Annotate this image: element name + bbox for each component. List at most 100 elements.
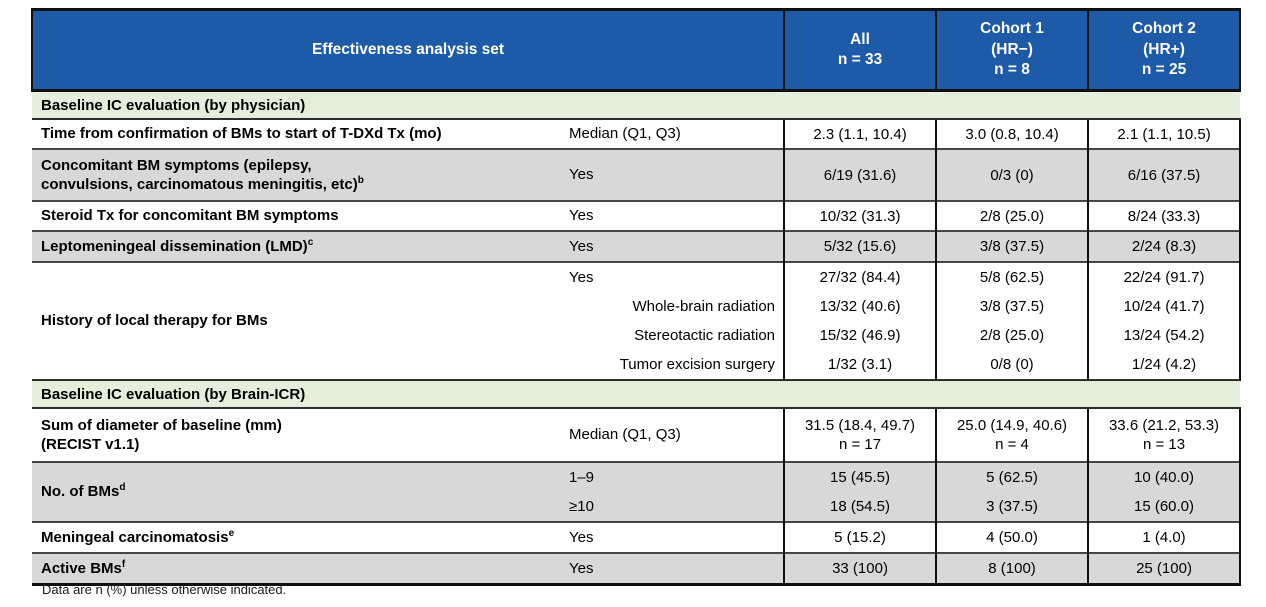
cell-value-cohort2: 13/24 (54.2) bbox=[1087, 321, 1242, 350]
cell-value-cohort2: 1/24 (4.2) bbox=[1087, 350, 1242, 380]
col-all-line1: All bbox=[850, 30, 870, 48]
footnote-marker: f bbox=[121, 558, 126, 570]
cell-value-cohort1: 8 (100) bbox=[935, 552, 1089, 586]
row-label: Leptomeningeal dissemination (LMD)c bbox=[32, 230, 562, 262]
cell-value-cohort1: 4 (50.0) bbox=[935, 521, 1089, 553]
cell-value-cohort1: 3 (37.5) bbox=[935, 492, 1089, 522]
cell-value-cohort1: 3.0 (0.8, 10.4) bbox=[935, 118, 1089, 149]
table-row: Concomitant BM symptoms (epilepsy, convu… bbox=[32, 148, 1242, 201]
cell-value-cohort2: 2/24 (8.3) bbox=[1087, 230, 1242, 262]
table-header-row: Effectiveness analysis set All n = 33 Co… bbox=[30, 8, 1242, 92]
row-label-text: Leptomeningeal dissemination (LMD) bbox=[41, 237, 308, 255]
section-header-brain-icr: Baseline IC evaluation (by Brain-ICR) bbox=[32, 379, 1241, 409]
cell-value-cohort1: 5/8 (62.5) bbox=[935, 261, 1089, 292]
cell-value-cohort2: 22/24 (91.7) bbox=[1087, 261, 1242, 292]
table-row: No. of BMsd 1–9 15 (45.5) 5 (62.5) 10 (4… bbox=[32, 461, 1242, 522]
cell-value-line2: n = 17 bbox=[838, 436, 882, 453]
cell-value-cohort1: 5 (62.5) bbox=[935, 461, 1089, 492]
row-subcategory: Yes bbox=[562, 552, 785, 586]
section-header-physician: Baseline IC evaluation (by physician) bbox=[32, 89, 1241, 120]
cell-value-line1: 25.0 (14.9, 40.6) bbox=[956, 416, 1068, 434]
cell-value-all: 5 (15.2) bbox=[783, 521, 937, 553]
table-row: Tumor excision surgery 1/32 (3.1) 0/8 (0… bbox=[32, 350, 1242, 380]
col-c1-line3: n = 8 bbox=[994, 61, 1030, 79]
col-c1-line1: Cohort 1 bbox=[980, 20, 1044, 38]
cell-value-all: 5/32 (15.6) bbox=[783, 230, 937, 262]
row-subcategory: Tumor excision surgery bbox=[562, 350, 785, 380]
cell-value-line1: 31.5 (18.4, 49.7) bbox=[804, 416, 916, 434]
row-subcategory: ≥10 bbox=[562, 492, 785, 522]
row-label: Sum of diameter of baseline (mm) (RECIST… bbox=[32, 407, 562, 462]
cell-value-all: 31.5 (18.4, 49.7) n = 17 bbox=[783, 407, 937, 462]
cell-value-cohort2: 10/24 (41.7) bbox=[1087, 292, 1242, 321]
table-row: Steroid Tx for concomitant BM symptoms Y… bbox=[32, 200, 1242, 231]
row-subcategory: Yes bbox=[562, 261, 785, 292]
row-label-line2: (RECIST v1.1) bbox=[41, 436, 140, 453]
row-label: Steroid Tx for concomitant BM symptoms bbox=[32, 200, 562, 231]
cell-value-cohort2: 1 (4.0) bbox=[1087, 521, 1242, 553]
cell-value-all: 33 (100) bbox=[783, 552, 937, 586]
cell-value-cohort2: 8/24 (33.3) bbox=[1087, 200, 1242, 231]
row-label: Meningeal carcinomatosise bbox=[32, 521, 562, 553]
row-label: Concomitant BM symptoms (epilepsy, convu… bbox=[32, 148, 562, 201]
row-subcategory: Whole-brain radiation bbox=[562, 292, 785, 321]
col-all-line2: n = 33 bbox=[837, 51, 883, 68]
footnote-marker: d bbox=[119, 482, 126, 494]
table-row: Active BMsf Yes 33 (100) 8 (100) 25 (100… bbox=[32, 552, 1242, 586]
row-label: Active BMsf bbox=[32, 552, 562, 586]
table-title: Effectiveness analysis set bbox=[30, 8, 785, 92]
cell-value-all: 2.3 (1.1, 10.4) bbox=[783, 118, 937, 149]
footnote-marker: c bbox=[307, 236, 314, 248]
effectiveness-table: Effectiveness analysis set All n = 33 Co… bbox=[30, 8, 1242, 586]
cell-value-cohort1: 3/8 (37.5) bbox=[935, 230, 1089, 262]
cell-value-cohort1: 0/3 (0) bbox=[935, 148, 1089, 201]
cell-value-cohort1: 3/8 (37.5) bbox=[935, 292, 1089, 321]
section-title: Baseline IC evaluation (by Brain-ICR) bbox=[32, 379, 1241, 409]
cell-value-cohort2: 15 (60.0) bbox=[1087, 492, 1242, 522]
cell-value-cohort1: 0/8 (0) bbox=[935, 350, 1089, 380]
row-label-line2: convulsions, carcinomatous meningitis, e… bbox=[41, 176, 358, 193]
cell-value-cohort2: 33.6 (21.2, 53.3) n = 13 bbox=[1087, 407, 1242, 462]
effectiveness-table-container: Effectiveness analysis set All n = 33 Co… bbox=[30, 8, 1242, 586]
cell-value-cohort2: 6/16 (37.5) bbox=[1087, 148, 1242, 201]
col-c2-line2: (HR+) bbox=[1143, 40, 1185, 58]
cell-value-all: 18 (54.5) bbox=[783, 492, 937, 522]
col-c1-line2: (HR−) bbox=[991, 40, 1033, 58]
cell-value-cohort1: 2/8 (25.0) bbox=[935, 200, 1089, 231]
row-subcategory: Yes bbox=[562, 148, 785, 201]
column-header-cohort2: Cohort 2 (HR+) n = 25 bbox=[1087, 8, 1242, 92]
row-label: No. of BMsd bbox=[32, 461, 562, 522]
table-row: Meningeal carcinomatosise Yes 5 (15.2) 4… bbox=[32, 521, 1242, 553]
section-title: Baseline IC evaluation (by physician) bbox=[32, 89, 1241, 120]
row-label-line1: Concomitant BM symptoms (epilepsy, bbox=[41, 156, 312, 174]
cell-value-line1: 33.6 (21.2, 53.3) bbox=[1108, 416, 1220, 434]
table-row: Leptomeningeal dissemination (LMD)c Yes … bbox=[32, 230, 1242, 262]
cell-value-all: 13/32 (40.6) bbox=[783, 292, 937, 321]
footnote-marker: b bbox=[357, 175, 364, 186]
cell-value-all: 15/32 (46.9) bbox=[783, 321, 937, 350]
table-row: Stereotactic radiation 15/32 (46.9) 2/8 … bbox=[32, 321, 1242, 350]
cell-value-all: 27/32 (84.4) bbox=[783, 261, 937, 292]
cell-value-all: 10/32 (31.3) bbox=[783, 200, 937, 231]
col-c2-line3: n = 25 bbox=[1141, 61, 1187, 79]
row-subcategory: 1–9 bbox=[562, 461, 785, 492]
row-subcategory: Yes bbox=[562, 230, 785, 262]
row-subcategory: Yes bbox=[562, 521, 785, 553]
cell-value-cohort2: 25 (100) bbox=[1087, 552, 1242, 586]
row-label-text: No. of BMs bbox=[41, 483, 120, 501]
row-label-line1: Sum of diameter of baseline (mm) bbox=[41, 416, 282, 434]
cell-value-line2: n = 4 bbox=[995, 436, 1029, 453]
row-label: History of local therapy for BMs bbox=[32, 261, 562, 380]
table-row: History of local therapy for BMs Yes 27/… bbox=[32, 261, 1242, 380]
table-row: Whole-brain radiation 13/32 (40.6) 3/8 (… bbox=[32, 292, 1242, 321]
column-header-cohort1: Cohort 1 (HR−) n = 8 bbox=[935, 8, 1089, 92]
row-subcategory: Stereotactic radiation bbox=[562, 321, 785, 350]
cell-value-all: 1/32 (3.1) bbox=[783, 350, 937, 380]
table-row: ≥10 18 (54.5) 3 (37.5) 15 (60.0) bbox=[32, 492, 1242, 522]
footnote-text: Data are n (%) unless otherwise indicate… bbox=[42, 582, 287, 597]
row-subcategory: Median (Q1, Q3) bbox=[562, 407, 785, 462]
cell-value-line2: n = 13 bbox=[1142, 436, 1186, 453]
cell-value-cohort1: 2/8 (25.0) bbox=[935, 321, 1089, 350]
cell-value-all: 6/19 (31.6) bbox=[783, 148, 937, 201]
cell-value-cohort1: 25.0 (14.9, 40.6) n = 4 bbox=[935, 407, 1089, 462]
